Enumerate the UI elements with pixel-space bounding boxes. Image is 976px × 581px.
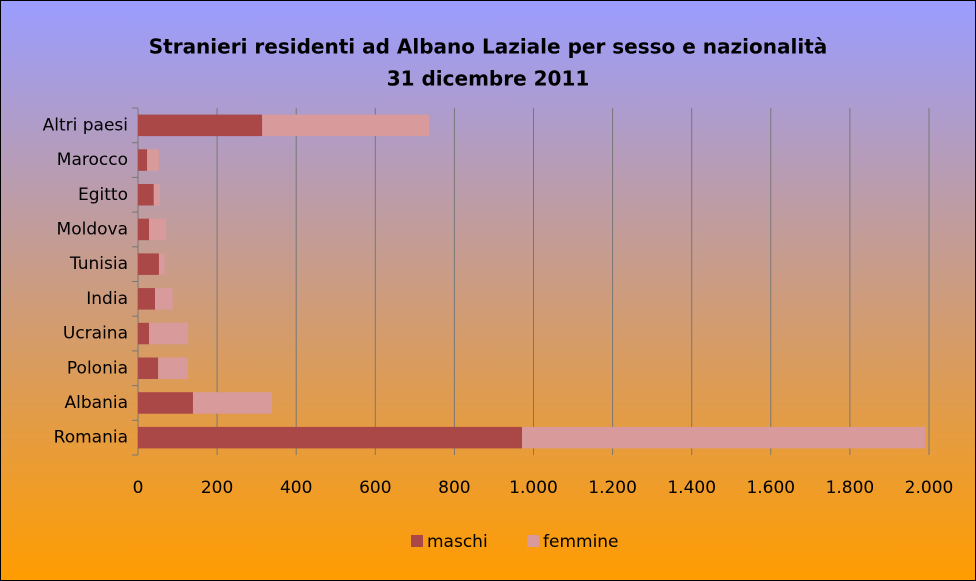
legend-label: maschi xyxy=(427,532,488,552)
bar-segment xyxy=(138,149,148,171)
x-tick-label: 2.000 xyxy=(905,478,954,498)
y-tick-label: Altri paesi xyxy=(43,115,128,135)
bar-segment xyxy=(138,357,159,380)
bar-segment xyxy=(158,253,165,275)
bar-segment xyxy=(138,288,156,310)
y-tick-label: India xyxy=(86,289,128,309)
x-tick-label: 0 xyxy=(133,478,144,498)
legend-swatch xyxy=(411,535,423,547)
y-tick-label: Albania xyxy=(65,393,128,413)
bar-segment xyxy=(153,183,161,206)
x-tick-label: 1.600 xyxy=(746,478,795,498)
y-tick-label: Polonia xyxy=(67,358,128,378)
y-tick-label: Tunisia xyxy=(69,254,128,274)
legend-label: femmine xyxy=(543,532,619,552)
x-tick-label: 1.200 xyxy=(588,478,637,498)
bar-segment xyxy=(149,218,167,241)
bar-segment xyxy=(138,218,150,241)
bar-segment xyxy=(262,114,430,137)
y-tick-label: Ucraina xyxy=(63,324,128,344)
x-tick-label: 200 xyxy=(201,478,233,498)
bar-segment xyxy=(149,322,188,345)
y-tick-label: Moldova xyxy=(57,219,128,239)
x-tick-label: 1.400 xyxy=(667,478,716,498)
chart-subtitle: 31 dicembre 2011 xyxy=(387,67,590,91)
bar-segment xyxy=(138,392,193,414)
x-tick-label: 800 xyxy=(438,478,470,498)
bar-segment xyxy=(158,357,188,380)
bar-segment xyxy=(138,253,159,275)
chart-title: Stranieri residenti ad Albano Laziale pe… xyxy=(149,35,828,59)
y-tick-label: Marocco xyxy=(57,150,128,170)
bar-segment xyxy=(522,426,926,449)
legend-swatch xyxy=(527,535,539,547)
bar-segment xyxy=(138,322,150,345)
bar-segment xyxy=(138,426,523,449)
bar-segment xyxy=(147,149,159,171)
bar-segment xyxy=(155,288,173,310)
bar-segment xyxy=(192,392,273,414)
bar-segment xyxy=(138,183,154,206)
x-tick-label: 1.000 xyxy=(509,478,558,498)
bar-segment xyxy=(138,114,263,137)
x-tick-label: 1.800 xyxy=(826,478,875,498)
y-tick-label: Romania xyxy=(54,428,128,448)
y-tick-label: Egitto xyxy=(78,185,128,205)
x-tick-label: 600 xyxy=(359,478,391,498)
x-tick-label: 400 xyxy=(280,478,312,498)
